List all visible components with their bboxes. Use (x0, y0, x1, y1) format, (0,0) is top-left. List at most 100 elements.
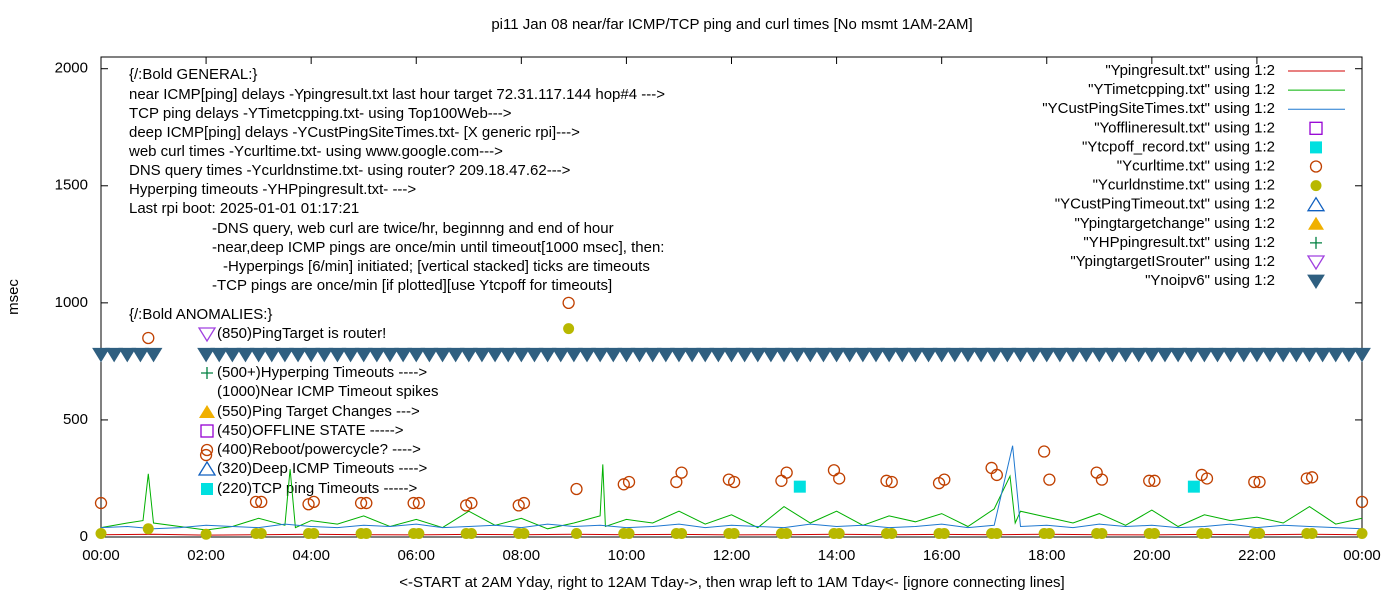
data-point (1355, 495, 1369, 509)
data-point (276, 347, 294, 363)
series-line (100, 464, 1363, 531)
data-point (1077, 347, 1096, 363)
data-point (1148, 474, 1161, 487)
data-point (446, 347, 465, 363)
data-point (341, 347, 360, 363)
annotation: Last rpi boot: 2025-01-01 01:17:21 (129, 200, 359, 217)
data-point (945, 347, 964, 363)
legend-swatch (1310, 141, 1322, 154)
x-tick-label: 00:00 (1343, 547, 1381, 564)
data-point (289, 347, 307, 363)
annotation: (850)PingTarget is router! (217, 325, 386, 342)
annotation: (1000)Near ICMP Timeout spikes (217, 383, 438, 400)
data-point (315, 347, 334, 363)
x-tick-label: 02:00 (187, 547, 225, 564)
annotation: -near,deep ICMP pings are once/min until… (212, 239, 664, 256)
legend-swatch (1306, 196, 1326, 212)
data-point (727, 475, 741, 489)
x-tick-label: 22:00 (1238, 547, 1276, 564)
data-point (880, 347, 899, 363)
data-point (1142, 347, 1161, 363)
annotation: near ICMP[ping] delays -Ypingresult.txt … (129, 86, 665, 103)
data-point (1156, 347, 1174, 363)
data-point (801, 347, 820, 363)
data-point (1024, 347, 1043, 363)
data-point (517, 496, 531, 510)
data-point (991, 527, 1003, 539)
annotation: DNS query times -Ycurldnstime.txt- using… (129, 162, 571, 179)
data-point (906, 347, 925, 363)
data-point (413, 527, 425, 539)
data-point (1208, 347, 1227, 363)
data-point (886, 527, 898, 539)
x-tick-label: 16:00 (923, 547, 961, 564)
data-point (972, 347, 990, 363)
data-point (518, 527, 530, 539)
legend-label: "Ynoipv6" using 1:2 (1145, 272, 1275, 289)
data-point (827, 347, 846, 363)
annotation-key (199, 405, 215, 418)
data-point (486, 347, 504, 363)
x-tick-label: 08:00 (503, 547, 541, 564)
data-point (499, 347, 518, 363)
data-point (696, 347, 715, 363)
data-point (775, 347, 793, 363)
data-point (1201, 527, 1213, 539)
data-point (1356, 527, 1368, 539)
data-point (308, 527, 320, 539)
legend-label: "YCustPingSiteTimes.txt" using 1:2 (1042, 100, 1275, 117)
data-point (1195, 347, 1214, 363)
data-point (1043, 527, 1055, 539)
data-point (656, 347, 675, 363)
data-point (551, 347, 570, 363)
annotation: (550)Ping Target Changes ---> (217, 403, 420, 420)
legend-swatch (1310, 180, 1322, 192)
y-axis-label: msec (5, 279, 22, 315)
x-tick-label: 18:00 (1028, 547, 1066, 564)
data-point (1169, 347, 1187, 363)
data-point (563, 323, 575, 335)
legend-label: "YCustPingTimeout.txt" using 1:2 (1055, 196, 1275, 213)
data-point (1261, 347, 1279, 363)
data-point (412, 496, 426, 510)
data-point (1248, 475, 1261, 489)
y-tick-label: 500 (63, 411, 88, 428)
data-point (814, 347, 833, 363)
annotation: -TCP pings are once/min [if plotted][use… (212, 277, 612, 294)
data-point (622, 475, 636, 489)
data-point (1095, 473, 1109, 486)
data-point (709, 347, 728, 363)
data-point (142, 523, 154, 535)
data-point (223, 347, 242, 363)
data-point (604, 347, 623, 363)
data-point (307, 495, 320, 509)
legend-swatch (1306, 255, 1326, 271)
y-tick-label: 1500 (55, 177, 88, 194)
legend-swatch (1309, 160, 1323, 173)
data-point (885, 475, 898, 489)
legend-label: "YHPpingresult.txt" using 1:2 (1083, 234, 1275, 251)
data-point (998, 347, 1017, 363)
data-point (1090, 347, 1109, 363)
annotation: deep ICMP[ping] delays -YCustPingSiteTim… (129, 124, 580, 141)
legend-swatch (1309, 121, 1323, 135)
data-point (394, 347, 413, 363)
data-point (1300, 472, 1313, 485)
data-point (1253, 475, 1266, 489)
annotation-key (201, 483, 213, 495)
annotation-key (200, 424, 214, 438)
data-point (142, 331, 155, 345)
annotation: TCP ping delays -YTimetcpping.txt- using… (129, 105, 512, 122)
legend-label: "Ycurldnstime.txt" using 1:2 (1093, 177, 1275, 194)
data-point (833, 527, 845, 539)
legend-label: "Ypingresult.txt" using 1:2 (1105, 62, 1275, 79)
data-point (1187, 480, 1200, 493)
legend-label: "Ytcpoff_record.txt" using 1:2 (1082, 138, 1275, 155)
data-point (131, 347, 150, 363)
legend-swatch (1307, 274, 1325, 290)
legend-label: "Ycurltime.txt" using 1:2 (1117, 157, 1275, 174)
x-tick-label: 20:00 (1133, 547, 1171, 564)
data-point (591, 347, 610, 363)
data-point (840, 347, 859, 363)
data-point (827, 464, 841, 477)
